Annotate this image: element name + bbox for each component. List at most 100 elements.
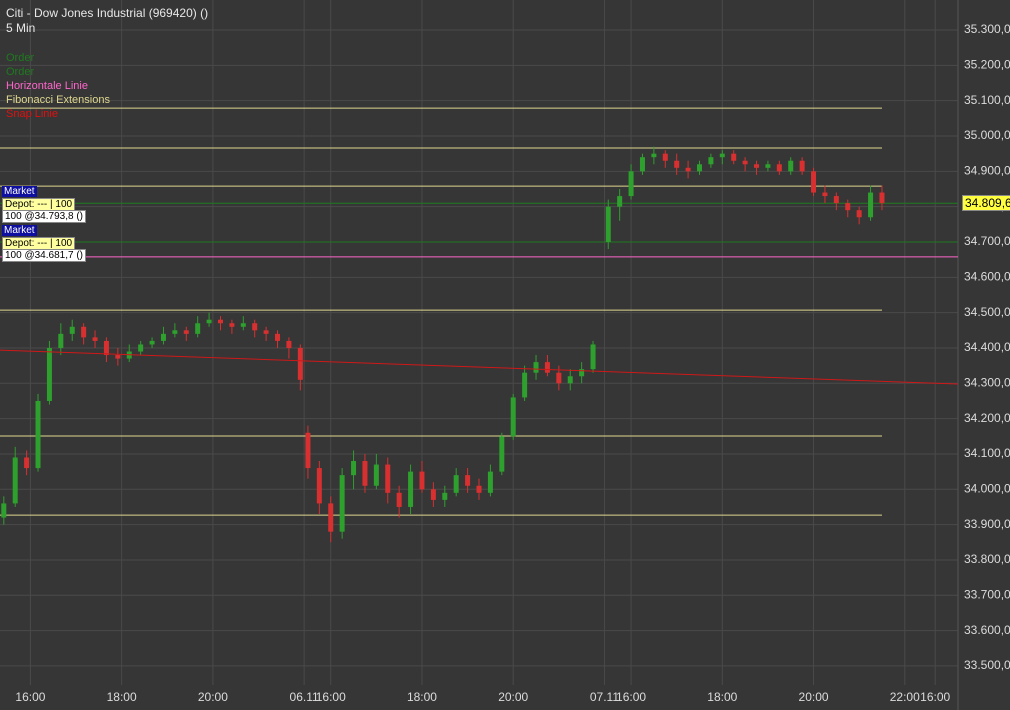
candle-body xyxy=(685,167,691,172)
candle-body xyxy=(788,160,794,172)
candle-body xyxy=(833,196,839,204)
candle-body xyxy=(316,468,322,504)
candle-body xyxy=(385,464,391,493)
candle-body xyxy=(879,192,885,204)
candle-body xyxy=(12,457,18,504)
y-tick-label: 34.100,0 xyxy=(964,446,1010,460)
candle-body xyxy=(476,485,482,493)
candle-body xyxy=(275,333,281,341)
candle-body xyxy=(453,475,459,493)
candle-body xyxy=(217,319,223,324)
candle-body xyxy=(373,464,379,486)
candle-body xyxy=(754,164,760,168)
candle-body xyxy=(69,326,75,334)
candle-body xyxy=(138,344,144,352)
y-tick-label: 34.900,0 xyxy=(964,164,1010,178)
x-tick-label: 16:00 xyxy=(616,690,646,704)
candle-body xyxy=(35,400,41,469)
candle-body xyxy=(605,206,611,242)
candle-body xyxy=(544,362,550,373)
legend-entry: Fibonacci Extensions xyxy=(6,94,110,106)
candle-body xyxy=(522,372,528,398)
candle-body xyxy=(487,471,493,493)
trend-line xyxy=(0,349,959,385)
candle-body xyxy=(183,330,189,334)
candle-body xyxy=(765,164,771,168)
candle-body xyxy=(442,492,448,500)
y-tick-label: 33.500,0 xyxy=(964,658,1010,672)
legend-entry: Snap Linie xyxy=(6,108,58,120)
candle-body xyxy=(811,171,817,193)
order-type: Market xyxy=(2,186,37,197)
candle-body xyxy=(856,210,862,218)
candle-body xyxy=(1,503,7,518)
candle-body xyxy=(499,436,505,472)
candle-body xyxy=(396,492,402,507)
candle-body xyxy=(58,333,64,348)
candle-body xyxy=(195,323,201,334)
x-tick-label: 07.11 xyxy=(590,690,619,704)
y-tick-label: 34.400,0 xyxy=(964,340,1010,354)
candle-body xyxy=(776,164,782,172)
candle-body xyxy=(617,196,623,207)
candle-body xyxy=(556,372,562,384)
candle-body xyxy=(845,203,851,211)
candle-body xyxy=(206,319,212,324)
candle-body xyxy=(742,160,748,165)
y-tick-label: 33.800,0 xyxy=(964,552,1010,566)
y-tick-label: 34.500,0 xyxy=(964,305,1010,319)
candle-body xyxy=(465,475,471,486)
candle-body xyxy=(533,362,539,373)
candle-body xyxy=(628,171,634,197)
y-tick-label: 33.900,0 xyxy=(964,517,1010,531)
x-tick-label: 20:00 xyxy=(198,690,228,704)
candle-body xyxy=(103,340,109,356)
candle-body xyxy=(92,337,98,341)
legend-entry: Horizontale Linie xyxy=(6,80,88,92)
candle-body xyxy=(351,461,357,476)
candle-body xyxy=(149,340,155,345)
candle-body xyxy=(240,323,246,327)
candle-body xyxy=(46,347,52,401)
x-tick-label: 20:00 xyxy=(498,690,528,704)
candle-body xyxy=(430,489,436,500)
chart-subtitle: 5 Min xyxy=(6,21,36,35)
y-tick-label: 35.300,0 xyxy=(964,22,1010,36)
candle-body xyxy=(297,347,303,380)
order-type: Market xyxy=(2,225,37,236)
order-fill: 100 @34.681,7 () xyxy=(2,249,86,262)
candle-body xyxy=(662,153,668,161)
candle-body xyxy=(510,397,516,437)
candle-body xyxy=(799,160,805,172)
x-tick-label: 20:00 xyxy=(799,690,829,704)
y-tick-label: 35.200,0 xyxy=(964,58,1010,72)
candle-body xyxy=(822,192,828,197)
candle-body xyxy=(252,323,258,331)
y-tick-label: 33.600,0 xyxy=(964,623,1010,637)
candle-body xyxy=(696,164,702,172)
candle-body xyxy=(567,376,573,384)
candle-body xyxy=(590,344,596,370)
chart-title: Citi - Dow Jones Industrial (969420) () xyxy=(6,6,209,20)
candle-body xyxy=(286,340,292,348)
x-tick-label: 18:00 xyxy=(407,690,437,704)
candle-body xyxy=(328,503,334,532)
x-tick-label: 06.11 xyxy=(290,690,319,704)
x-tick-label: 18:00 xyxy=(707,690,737,704)
candle-body xyxy=(708,157,714,165)
y-tick-label: 35.000,0 xyxy=(964,128,1010,142)
y-tick-label: 34.300,0 xyxy=(964,375,1010,389)
candle-body xyxy=(115,355,121,359)
legend-entry: Order xyxy=(6,66,35,78)
x-tick-label: 18:00 xyxy=(107,690,137,704)
candle-body xyxy=(651,153,657,158)
y-tick-label: 34.600,0 xyxy=(964,269,1010,283)
y-tick-label: 34.200,0 xyxy=(964,411,1010,425)
candle-body xyxy=(731,153,737,161)
y-tick-label: 33.700,0 xyxy=(964,587,1010,601)
candle-body xyxy=(263,330,269,334)
x-tick-label: 16:00 xyxy=(316,690,346,704)
candle-body xyxy=(419,471,425,490)
candle-body xyxy=(674,160,680,168)
